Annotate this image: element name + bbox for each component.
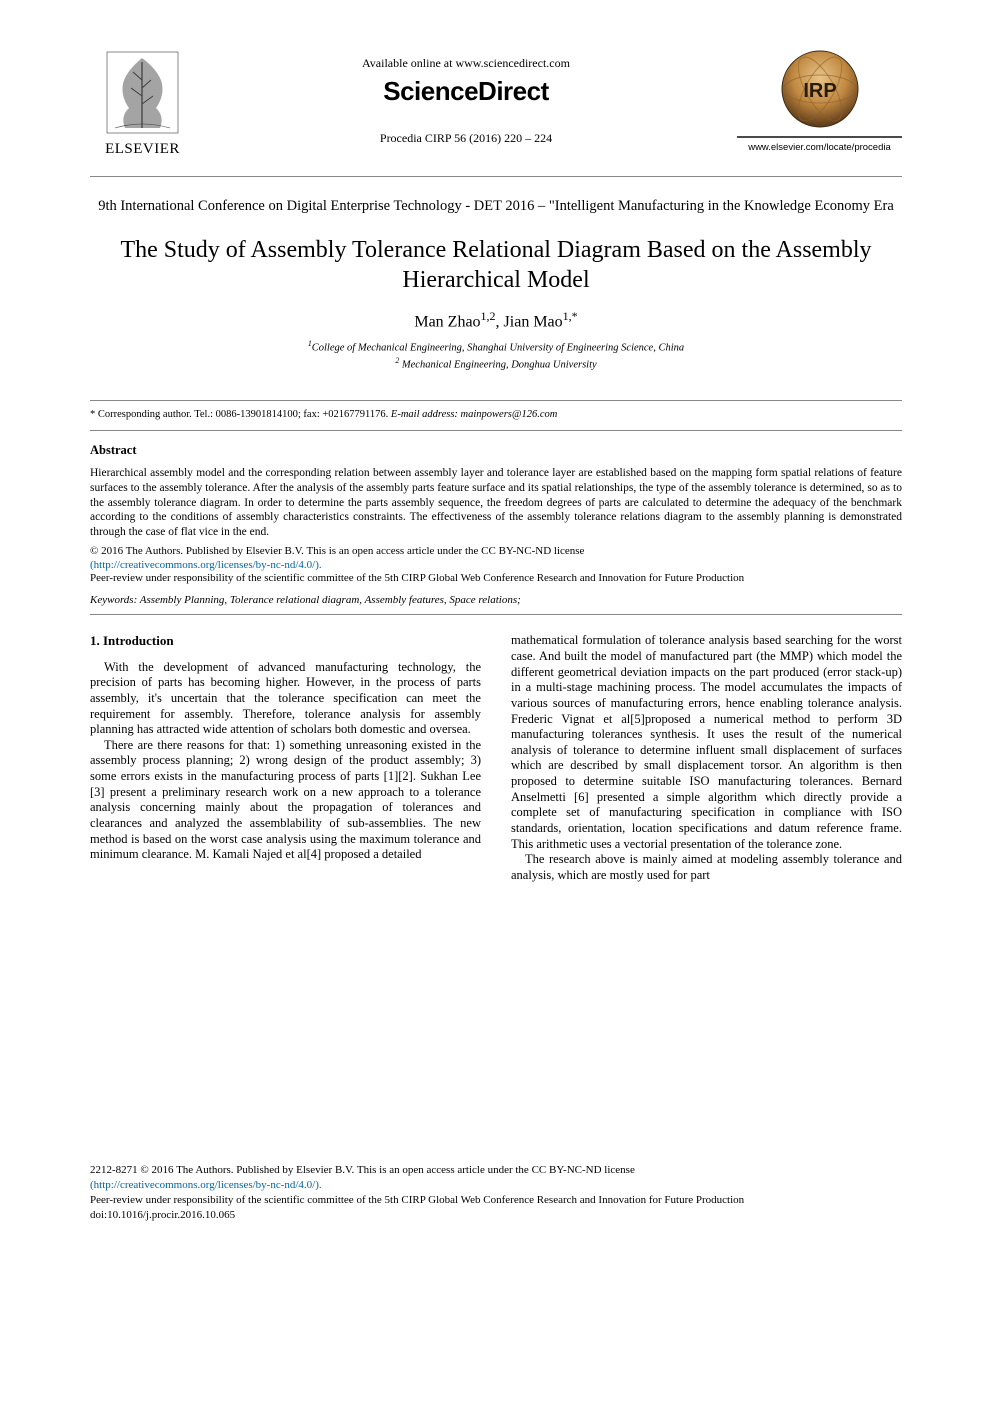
cirp-logo-block: IRP www.elsevier.com/locate/procedia (737, 50, 902, 153)
peer-review-line: Peer-review under responsibility of the … (90, 572, 902, 584)
conference-name: 9th International Conference on Digital … (90, 197, 902, 217)
procedia-citation: Procedia CIRP 56 (2016) 220 – 224 (195, 131, 737, 146)
column-right: mathematical formulation of tolerance an… (511, 633, 902, 883)
keywords: Keywords: Assembly Planning, Tolerance r… (90, 594, 902, 606)
hr-after-corresp (90, 430, 902, 431)
abstract-body: Hierarchical assembly model and the corr… (90, 466, 902, 540)
section-1-heading: 1. Introduction (90, 633, 481, 649)
footer-peer-review: Peer-review under responsibility of the … (90, 1194, 744, 1206)
svg-text:IRP: IRP (803, 80, 836, 102)
footer-issn-line: 2212-8271 © 2016 The Authors. Published … (90, 1164, 635, 1176)
locate-procedia-url: www.elsevier.com/locate/procedia (737, 136, 902, 153)
cirp-circle-icon: IRP (781, 50, 859, 128)
corresponding-author: * Corresponding author. Tel.: 0086-13901… (90, 409, 902, 420)
abstract-heading: Abstract (90, 443, 902, 458)
hr-before-corresp (90, 400, 902, 401)
hr-after-keywords (90, 614, 902, 615)
elsevier-text: ELSEVIER (90, 141, 195, 158)
center-header: Available online at www.sciencedirect.co… (195, 50, 737, 146)
authors: Man Zhao1,2, Jian Mao1,* (90, 309, 902, 331)
hr-top (90, 176, 902, 177)
intro-para-1: With the development of advanced manufac… (90, 660, 481, 738)
intro-para-2: There are there reasons for that: 1) som… (90, 738, 481, 863)
cc-license-link[interactable]: (http://creativecommons.org/licenses/by-… (90, 559, 322, 571)
journal-header: ELSEVIER Available online at www.science… (90, 50, 902, 158)
paper-title: The Study of Assembly Tolerance Relation… (90, 235, 902, 295)
affiliations: 1College of Mechanical Engineering, Shan… (90, 339, 902, 372)
affiliation-1: 1College of Mechanical Engineering, Shan… (90, 339, 902, 356)
sciencedirect-logo: ScienceDirect (195, 76, 737, 107)
intro-para-4: The research above is mainly aimed at mo… (511, 852, 902, 883)
corresp-email: E-mail address: mainpowers@126.com (391, 409, 557, 420)
intro-para-3: mathematical formulation of tolerance an… (511, 633, 902, 852)
elsevier-logo-block: ELSEVIER (90, 50, 195, 158)
footer-doi: doi:10.1016/j.procir.2016.10.065 (90, 1209, 235, 1221)
affiliation-2: 2 Mechanical Engineering, Donghua Univer… (90, 356, 902, 373)
copyright-line1: © 2016 The Authors. Published by Elsevie… (90, 545, 584, 557)
corresp-prefix: * Corresponding author. Tel.: 0086-13901… (90, 409, 391, 420)
available-online-text: Available online at www.sciencedirect.co… (195, 56, 737, 71)
page-footer: 2212-8271 © 2016 The Authors. Published … (90, 1163, 902, 1222)
footer-cc-link[interactable]: (http://creativecommons.org/licenses/by-… (90, 1179, 322, 1191)
elsevier-tree-icon (105, 50, 180, 135)
body-two-column: 1. Introduction With the development of … (90, 633, 902, 883)
copyright-block: © 2016 The Authors. Published by Elsevie… (90, 544, 902, 573)
column-left: 1. Introduction With the development of … (90, 633, 481, 883)
